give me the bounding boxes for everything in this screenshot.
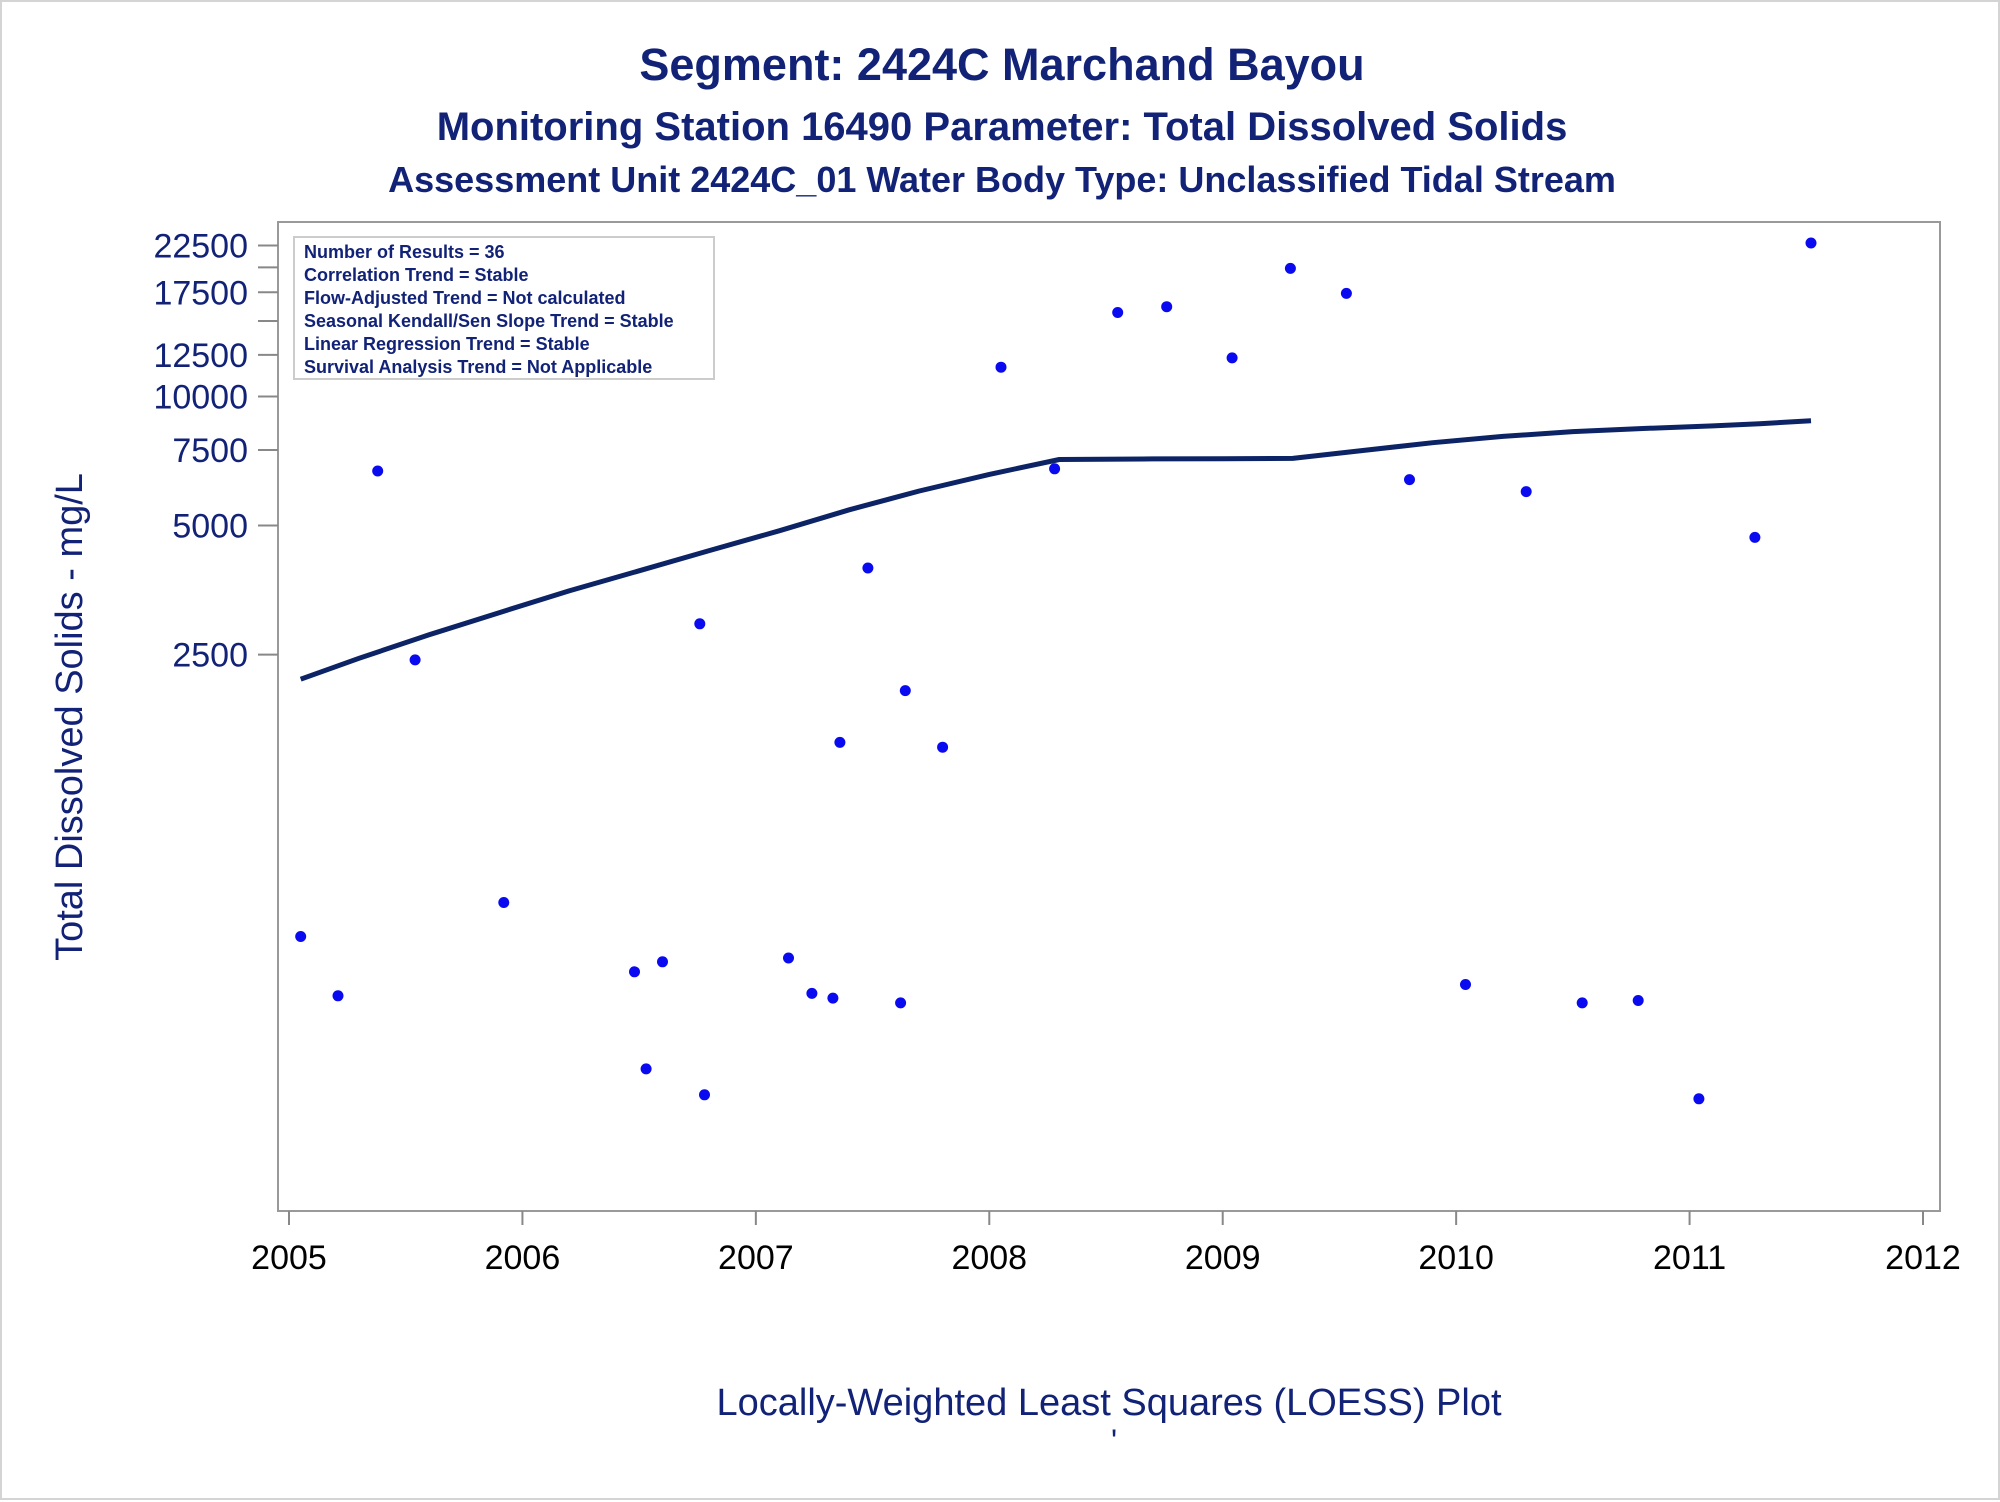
- data-point: [1112, 307, 1124, 318]
- y-tick-label: 5000: [172, 508, 248, 546]
- x-axis: 2005 2006 2007 2008 2009 2010 2011 2012: [251, 1211, 1961, 1277]
- footnote-mark: ': [1111, 1423, 1117, 1459]
- data-point: [409, 654, 421, 666]
- y-tick-label: 17500: [153, 274, 248, 312]
- loess-line: [299, 418, 1812, 682]
- data-point: [1749, 531, 1761, 543]
- data-point: [1340, 287, 1352, 299]
- y-tick-label: 22500: [153, 228, 248, 266]
- y-tick-label: 7500: [172, 432, 248, 470]
- data-point: [1161, 301, 1173, 313]
- data-point: [657, 956, 668, 968]
- data-point: [640, 1063, 652, 1075]
- y-tick-label: 2500: [172, 637, 248, 675]
- stat-seasonal-kendall-trend: Seasonal Kendall/Sen Slope Trend = Stabl…: [304, 311, 674, 331]
- data-points: [295, 237, 1817, 1105]
- data-point: [834, 736, 846, 748]
- stats-box-border: [293, 236, 715, 380]
- data-point: [295, 931, 307, 942]
- data-point: [1805, 237, 1817, 249]
- x-tick-label: 2005: [251, 1239, 327, 1277]
- data-point: [899, 685, 911, 697]
- stat-number-of-results: Number of Results = 36: [304, 242, 505, 262]
- data-point: [1693, 1093, 1705, 1105]
- chart-subtitle: Monitoring Station 16490 Parameter: Tota…: [437, 105, 1568, 149]
- data-point: [332, 990, 344, 1002]
- y-tick-label: 12500: [153, 337, 248, 375]
- data-point: [1632, 995, 1644, 1006]
- stats-box: Number of Results = 36 Correlation Trend…: [293, 236, 715, 380]
- x-tick-label: 2007: [718, 1239, 794, 1277]
- data-point: [1460, 979, 1471, 990]
- chart-subtitle-2: Assessment Unit 2424C_01 Water Body Type…: [388, 159, 1616, 200]
- data-point: [937, 741, 949, 753]
- y-tick-label: 10000: [153, 378, 248, 416]
- x-tick-label: 2009: [1185, 1239, 1261, 1277]
- data-point: [1226, 352, 1238, 364]
- data-point: [1404, 474, 1415, 486]
- stat-flow-adjusted-trend: Flow-Adjusted Trend = Not calculated: [304, 288, 626, 308]
- data-point: [629, 966, 640, 978]
- data-point: [1576, 997, 1588, 1009]
- data-point: [895, 997, 907, 1009]
- data-point: [862, 562, 874, 574]
- data-point: [1049, 463, 1061, 475]
- x-tick-label: 2012: [1885, 1239, 1961, 1277]
- data-point: [1520, 486, 1532, 498]
- plot-area: [277, 221, 1941, 1212]
- data-point: [783, 952, 794, 964]
- stat-correlation-trend: Correlation Trend = Stable: [304, 265, 529, 285]
- x-tick-label: 2011: [1653, 1239, 1726, 1277]
- y-axis-label: Total Dissolved Solids - mg/L: [49, 473, 91, 961]
- data-point: [694, 618, 706, 630]
- x-tick-label: 2006: [485, 1239, 561, 1277]
- data-point: [372, 465, 384, 477]
- data-point: [699, 1089, 710, 1101]
- data-point: [827, 992, 839, 1004]
- chart-title: Segment: 2424C Marchand Bayou: [639, 39, 1364, 90]
- data-point: [1284, 262, 1296, 274]
- data-point: [995, 361, 1007, 373]
- x-tick-label: 2010: [1418, 1239, 1494, 1277]
- data-point: [806, 987, 818, 999]
- x-tick-label: 2008: [951, 1239, 1027, 1277]
- x-axis-label: Locally-Weighted Least Squares (LOESS) P…: [716, 1382, 1501, 1424]
- stat-survival-analysis-trend: Survival Analysis Trend = Not Applicable: [304, 357, 652, 377]
- stat-linear-regression-trend: Linear Regression Trend = Stable: [304, 334, 590, 354]
- data-point: [498, 897, 510, 908]
